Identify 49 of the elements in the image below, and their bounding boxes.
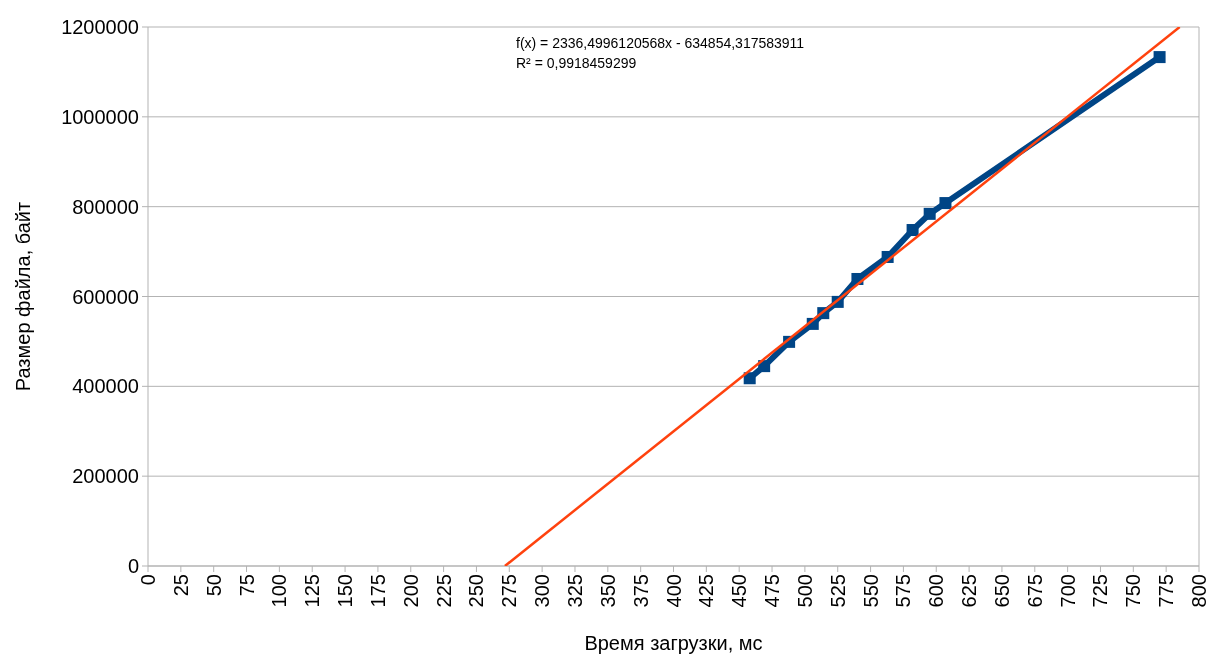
x-tick-label: 800 — [1188, 574, 1208, 608]
point — [743, 372, 756, 385]
annotation: R² = 0,9918459299 — [516, 55, 637, 71]
x-tick-label: 550 — [859, 574, 882, 608]
x-tick-label: 300 — [531, 574, 554, 608]
x-tick-label: 275 — [498, 574, 521, 608]
y-tick-label: 600000 — [72, 285, 139, 308]
x-tick-label: 50 — [202, 574, 225, 597]
x-tick-label: 475 — [761, 574, 784, 608]
y-tick-label: 1000000 — [61, 105, 139, 128]
x-tick-label: 375 — [629, 574, 652, 608]
x-tick-label: 625 — [958, 574, 981, 608]
point — [939, 197, 952, 210]
x-tick-label: 750 — [1122, 574, 1145, 608]
x-tick-label: 150 — [334, 574, 357, 608]
x-tick-label: 775 — [1155, 574, 1178, 608]
point — [923, 207, 936, 220]
annotation: f(x) = 2336,4996120568x - 634854,317583911 — [516, 35, 805, 51]
x-tick-label: 350 — [596, 574, 619, 608]
x-tick-label: 650 — [990, 574, 1013, 608]
y-tick-label: 0 — [127, 555, 139, 577]
y-tick-label: 1200000 — [61, 16, 139, 38]
x-tick-label: 400 — [662, 574, 685, 608]
x-tick-label: 250 — [465, 574, 488, 608]
x-tick-label: 500 — [793, 574, 816, 608]
x-axis-title: Время загрузки, мс — [584, 632, 763, 654]
x-tick-label: 225 — [432, 574, 455, 608]
x-tick-label: 425 — [695, 574, 718, 608]
x-tick-label: 0 — [137, 574, 159, 586]
point — [906, 224, 919, 237]
x-tick-label: 25 — [169, 574, 192, 597]
x-tick-label: 525 — [826, 574, 849, 608]
x-tick-label: 125 — [301, 574, 324, 608]
point — [1153, 51, 1166, 64]
x-tick-label: 600 — [925, 574, 948, 608]
x-tick-label: 725 — [1089, 574, 1112, 608]
y-axis-title: Размер файла, байт — [12, 201, 34, 392]
x-tick-label: 75 — [235, 574, 258, 597]
x-tick-label: 200 — [399, 574, 422, 608]
x-tick-label: 700 — [1056, 574, 1079, 608]
x-tick-label: 175 — [366, 574, 389, 608]
x-tick-label: 575 — [892, 574, 915, 608]
y-tick-label: 800000 — [72, 195, 139, 218]
x-tick-label: 325 — [563, 574, 586, 608]
x-tick-label: 450 — [728, 574, 751, 608]
y-tick-label: 400000 — [72, 375, 139, 398]
y-tick-label: 200000 — [72, 465, 139, 488]
x-tick-label: 100 — [268, 574, 291, 608]
x-tick-label: 675 — [1023, 574, 1046, 608]
